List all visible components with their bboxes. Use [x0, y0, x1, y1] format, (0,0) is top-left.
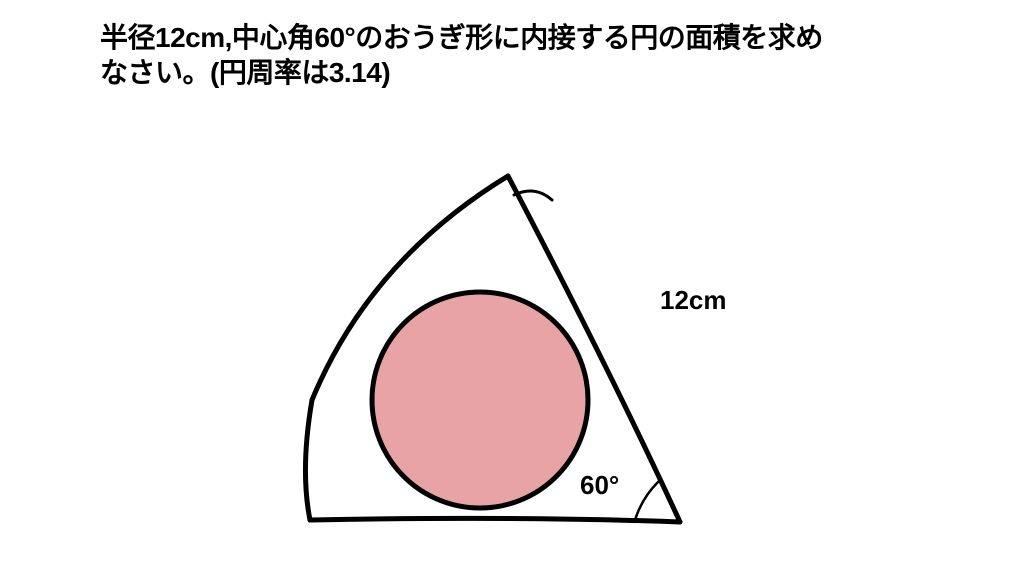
angle-label: 60°: [580, 470, 619, 501]
sector-radius-bottom: [310, 518, 680, 522]
angle-marker-arc: [635, 482, 658, 520]
diagram-svg: [260, 140, 760, 570]
radius-label: 12cm: [660, 285, 727, 316]
problem-line1: 半径12cm,中心角60°のおうぎ形に内接する円の面積を求め: [100, 20, 944, 55]
problem-statement: 半径12cm,中心角60°のおうぎ形に内接する円の面積を求め なさい。(円周率は…: [100, 20, 944, 90]
problem-line2: なさい。(円周率は3.14): [100, 55, 944, 90]
geometry-diagram: 12cm 60°: [260, 140, 760, 570]
inscribed-circle: [372, 292, 588, 508]
